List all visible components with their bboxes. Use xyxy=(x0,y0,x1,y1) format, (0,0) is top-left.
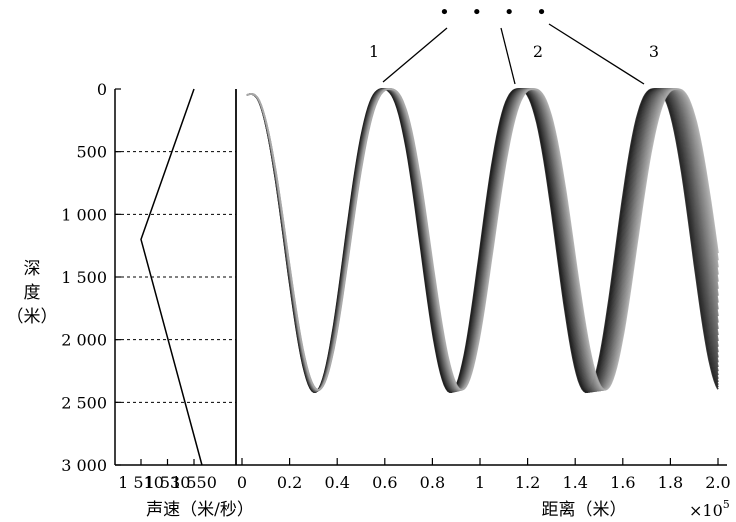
depth-tick-label: 0 xyxy=(97,80,107,99)
depth-tick-label: 2 000 xyxy=(61,331,107,350)
leader-line-3 xyxy=(548,23,645,85)
distance-tick-label: 1.6 xyxy=(610,473,635,492)
depth-tick-label: 2 500 xyxy=(61,393,107,412)
distance-tick-label: 0.4 xyxy=(324,473,349,492)
sound-speed-profile-line xyxy=(140,88,203,466)
depth-tick-label: 1 500 xyxy=(61,268,107,287)
distance-tick-label: 2.0 xyxy=(705,473,730,492)
depth-axis-title-char-1: 深 xyxy=(24,259,41,279)
distance-multiplier-exponent: 5 xyxy=(723,498,730,511)
ellipsis-dots: • • • • xyxy=(439,2,555,23)
depth-gridlines xyxy=(115,151,236,403)
depth-tick-label: 1 000 xyxy=(61,205,107,224)
speed-tick-label: 1 530 xyxy=(145,473,191,492)
ray-trace-panel: 0 0.2 0.4 0.6 0.8 1 1.2 1.4 1.6 1.8 2.0 xyxy=(235,88,731,492)
ray-label-3: 3 xyxy=(649,42,659,61)
distance-tick-label: 1 xyxy=(475,473,485,492)
distance-tick-labels: 0 0.2 0.4 0.6 0.8 1 1.2 1.4 1.6 1.8 2.0 xyxy=(237,458,731,492)
distance-multiplier: ×105 xyxy=(689,498,730,520)
depth-tick-label: 500 xyxy=(76,143,107,162)
ray-path xyxy=(246,88,719,391)
speed-axis-title: 声速（米/秒） xyxy=(146,500,254,520)
depth-axis-title-char-2: 度 xyxy=(24,283,41,303)
distance-tick-label: 0.8 xyxy=(420,473,445,492)
distance-axis-title: 距离（米） xyxy=(542,500,627,520)
distance-tick-label: 1.8 xyxy=(658,473,683,492)
distance-multiplier-base: ×10 xyxy=(689,501,723,520)
speed-tick-label: 1 550 xyxy=(171,473,217,492)
distance-tick-label: 0.2 xyxy=(277,473,302,492)
leader-line-2 xyxy=(500,27,516,85)
ray-label-1: 1 xyxy=(369,42,379,61)
ray-bundle xyxy=(246,88,719,394)
depth-axis-title-char-3: （米） xyxy=(7,307,58,327)
distance-tick-label: 1.2 xyxy=(515,473,540,492)
depth-tick-label: 3 000 xyxy=(61,456,107,475)
depth-tick-labels: 0 500 1 000 1 500 2 000 2 500 3 000 xyxy=(61,80,121,475)
ray-label-2: 2 xyxy=(533,42,543,61)
distance-tick-label: 0 xyxy=(237,473,247,492)
speed-tick-label: 1 510 xyxy=(118,473,164,492)
leader-line-1 xyxy=(382,27,448,83)
distance-tick-label: 0.6 xyxy=(372,473,397,492)
ray-annotations: • • • • 1 2 3 xyxy=(369,2,659,85)
distance-tick-label: 1.4 xyxy=(562,473,587,492)
